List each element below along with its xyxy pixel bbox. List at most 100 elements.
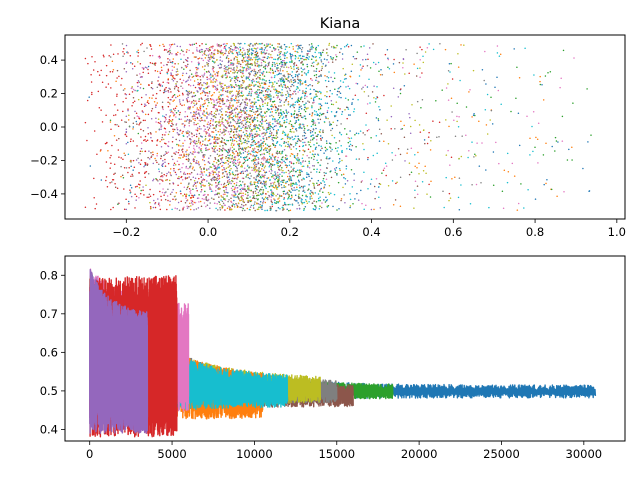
scatter-point xyxy=(220,64,223,66)
scatter-point xyxy=(297,87,299,89)
scatter-point xyxy=(229,139,232,141)
scatter-point xyxy=(372,61,375,64)
scatter-point xyxy=(133,100,136,103)
scatter-point xyxy=(169,46,172,48)
scatter-point xyxy=(309,198,311,200)
scatter-point xyxy=(402,67,404,69)
scatter-point xyxy=(419,131,422,133)
scatter-point xyxy=(347,141,350,144)
scatter-point xyxy=(260,97,262,100)
scatter-point xyxy=(205,87,207,89)
scatter-point xyxy=(295,71,298,73)
scatter-point xyxy=(298,44,301,47)
scatter-point xyxy=(271,191,273,194)
scatter-point xyxy=(346,147,348,150)
scatter-point xyxy=(352,55,355,58)
scatter-point xyxy=(319,118,322,121)
scatter-point xyxy=(254,201,256,203)
scatter-point xyxy=(276,141,279,144)
scatter-point xyxy=(368,47,371,49)
scatter-point xyxy=(271,201,273,204)
scatter-point xyxy=(341,53,344,55)
scatter-point xyxy=(174,207,176,209)
scatter-point xyxy=(261,186,263,189)
scatter-point xyxy=(248,100,251,102)
scatter-point xyxy=(188,76,190,79)
scatter-point xyxy=(272,134,275,137)
scatter-point xyxy=(201,57,203,60)
scatter-point xyxy=(335,142,337,144)
scatter-point xyxy=(194,119,196,122)
scatter-point xyxy=(251,58,254,61)
scatter-point xyxy=(172,130,175,133)
scatter-point xyxy=(109,156,111,159)
scatter-point xyxy=(173,113,175,115)
scatter-point xyxy=(271,86,273,88)
scatter-point xyxy=(250,150,253,152)
scatter-point xyxy=(235,137,237,139)
scatter-point xyxy=(165,174,168,177)
scatter-point xyxy=(154,203,156,205)
scatter-point xyxy=(219,140,222,143)
scatter-point xyxy=(206,63,209,66)
scatter-point xyxy=(157,121,160,124)
scatter-point xyxy=(294,157,297,159)
scatter-point xyxy=(233,152,235,155)
scatter-point xyxy=(222,123,225,126)
scatter-point xyxy=(229,208,231,210)
scatter-point xyxy=(301,71,303,73)
scatter-point xyxy=(272,128,275,131)
scatter-point xyxy=(187,185,189,188)
scatter-point xyxy=(144,135,147,138)
scatter-point xyxy=(264,65,266,68)
scatter-point xyxy=(423,139,426,141)
scatter-point xyxy=(264,143,267,145)
scatter-point xyxy=(289,73,291,76)
scatter-point xyxy=(251,134,254,137)
scatter-point xyxy=(179,130,181,132)
scatter-point xyxy=(167,82,170,84)
scatter-point xyxy=(447,70,450,72)
scatter-point xyxy=(236,195,239,198)
scatter-point xyxy=(387,58,390,61)
scatter-point xyxy=(494,86,496,89)
scatter-point xyxy=(178,133,181,136)
scatter-point xyxy=(258,194,260,196)
scatter-point xyxy=(267,126,270,129)
scatter-point xyxy=(251,130,253,132)
scatter-point xyxy=(263,116,266,118)
scatter-point xyxy=(245,99,247,101)
scatter-point xyxy=(198,57,201,59)
scatter-point xyxy=(129,54,132,57)
scatter-point xyxy=(279,52,282,55)
scatter-point xyxy=(204,184,206,187)
scatter-point xyxy=(227,96,229,98)
scatter-point xyxy=(262,189,265,191)
scatter-point xyxy=(315,55,317,58)
scatter-point xyxy=(131,67,134,70)
scatter-point xyxy=(194,177,197,180)
scatter-point xyxy=(123,68,126,70)
scatter-point xyxy=(294,135,297,138)
scatter-point xyxy=(261,204,263,207)
scatter-point xyxy=(286,145,289,148)
scatter-point xyxy=(175,70,178,73)
scatter-point xyxy=(318,70,321,72)
scatter-point xyxy=(242,200,245,203)
scatter-point xyxy=(195,42,198,45)
scatter-point xyxy=(236,101,238,104)
scatter-point xyxy=(236,65,238,67)
scatter-point xyxy=(248,68,250,70)
scatter-point xyxy=(350,44,353,47)
scatter-point xyxy=(136,81,139,84)
scatter-point xyxy=(233,86,236,89)
scatter-point xyxy=(249,146,251,149)
scatter-point xyxy=(342,81,345,83)
scatter-point xyxy=(556,195,558,198)
scatter-point xyxy=(221,101,224,103)
scatter-point xyxy=(257,172,260,175)
scatter-point xyxy=(245,97,247,99)
scatter-point xyxy=(278,185,280,188)
scatter-point xyxy=(265,132,267,135)
scatter-point xyxy=(169,88,171,90)
